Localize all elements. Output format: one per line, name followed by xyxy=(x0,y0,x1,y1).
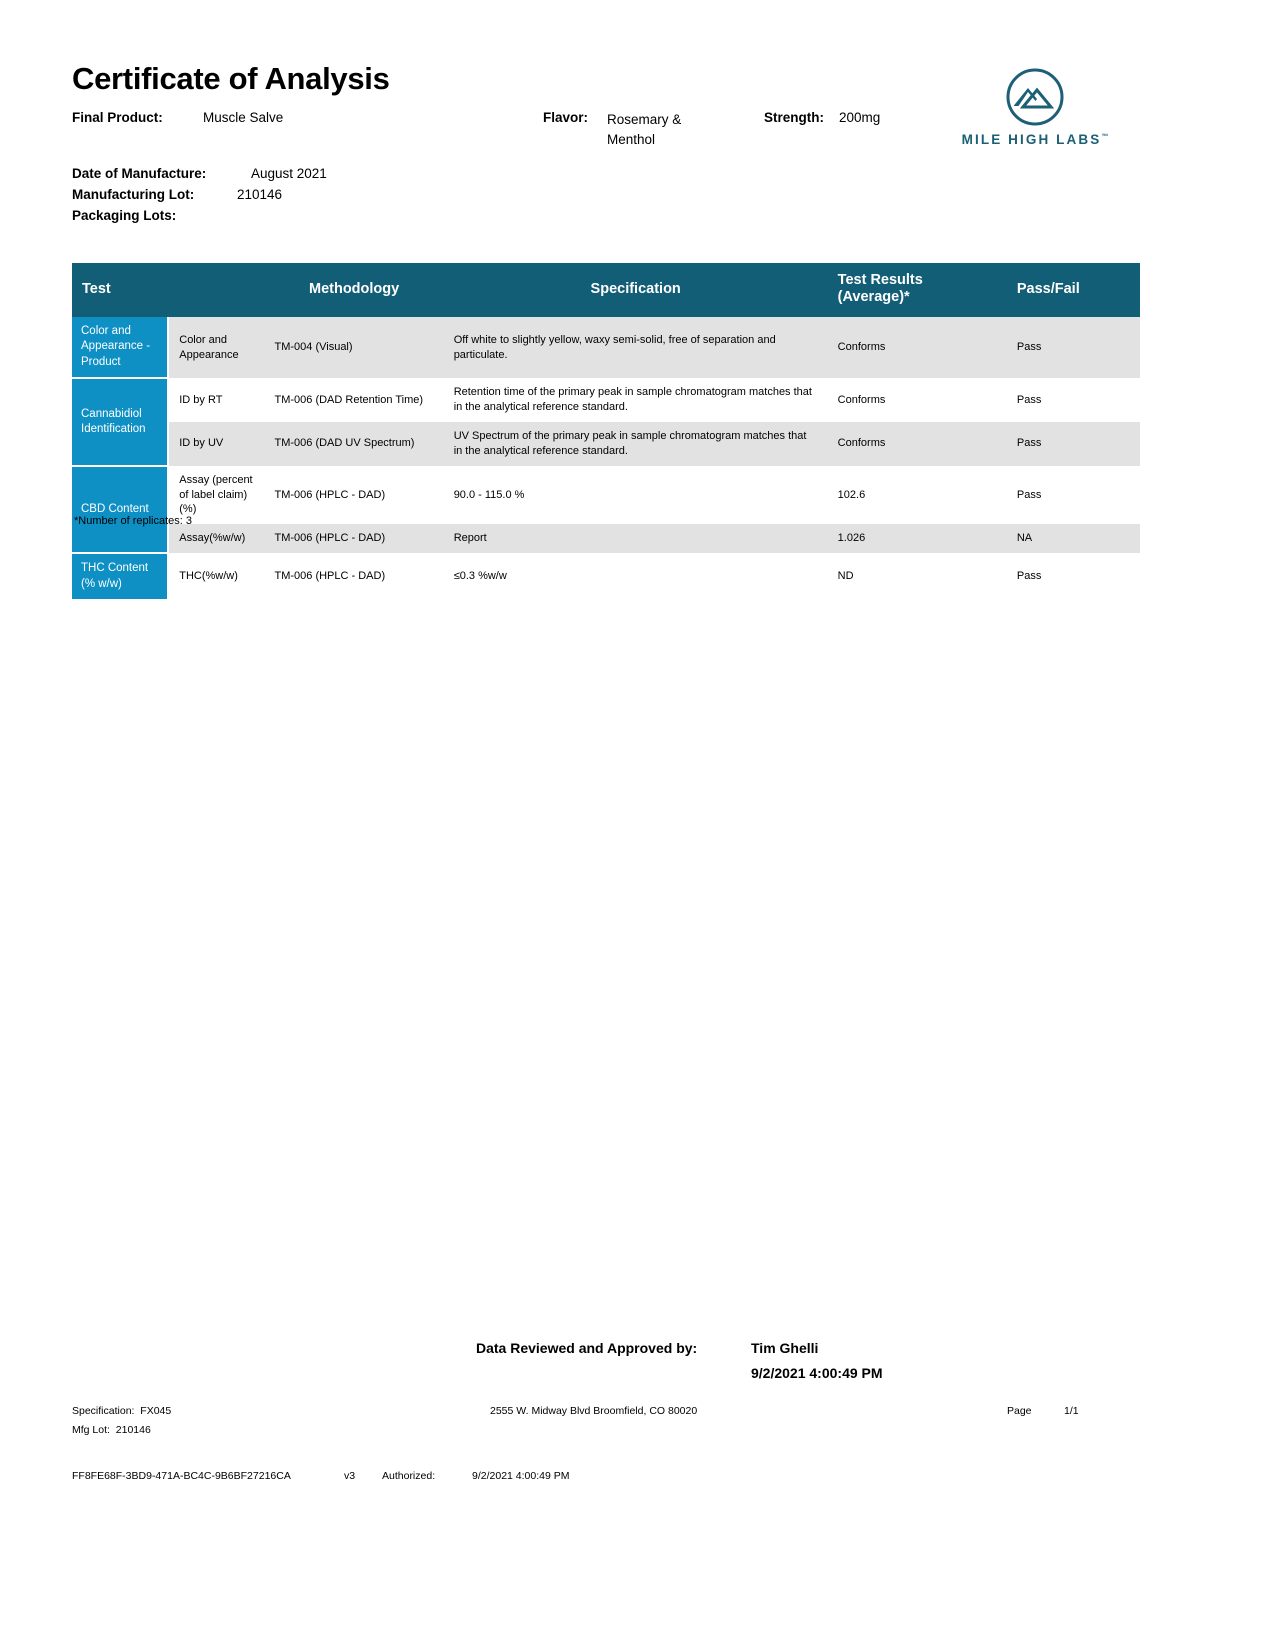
manufacturing-lot-label: Manufacturing Lot: xyxy=(72,187,195,202)
cell-methodology: TM-006 (HPLC - DAD) xyxy=(264,524,444,554)
final-product-label: Final Product: xyxy=(72,110,163,126)
cell-methodology: TM-006 (HPLC - DAD) xyxy=(264,553,444,600)
final-product-value: Muscle Salve xyxy=(203,110,284,126)
cell-specification: UV Spectrum of the primary peak in sampl… xyxy=(443,422,828,466)
cell-test: ID by UV xyxy=(168,422,265,466)
cell-test: THC(%w/w) xyxy=(168,553,265,600)
table-row: CBD Content Assay (percent of label clai… xyxy=(72,465,1140,555)
table-footnote: *Number of replicates: 3 xyxy=(74,515,192,527)
table-row: THC Content (% w/w) THC(%w/w) TM-006 (HP… xyxy=(72,553,1140,600)
table-row: ID by UV TM-006 (DAD UV Spectrum) UV Spe… xyxy=(72,422,1140,466)
cell-specification: 90.0 - 115.0 % xyxy=(443,465,828,525)
footer-address: 2555 W. Midway Blvd Broomfield, CO 80020 xyxy=(490,1405,698,1417)
trademark-symbol: ™ xyxy=(1101,133,1109,141)
footer-specification: Specification: FX045 xyxy=(72,1405,171,1417)
cell-methodology: TM-004 (Visual) xyxy=(264,316,444,379)
footer-mfg-lot-label: Mfg Lot: xyxy=(72,1424,110,1436)
table-header-row: Test Methodology Specification Test Resu… xyxy=(72,263,1140,317)
date-of-manufacture-line: Date of Manufacture: August 2021 xyxy=(72,166,327,187)
cell-result: ND xyxy=(827,553,1007,600)
cell-test: Color and Appearance xyxy=(168,316,265,379)
column-header-passfail: Pass/Fail xyxy=(1006,263,1140,317)
table-row: Color and Appearance - Product Color and… xyxy=(72,316,1140,380)
cell-result: Conforms xyxy=(827,422,1007,466)
table-body: Color and Appearance - Product Color and… xyxy=(72,316,1140,600)
cell-passfail: Pass xyxy=(1006,553,1140,600)
manufacture-meta-block: Date of Manufacture: August 2021 Manufac… xyxy=(72,166,327,229)
flavor-value: Rosemary & Menthol xyxy=(607,112,682,147)
cell-result: Conforms xyxy=(827,316,1007,379)
cell-methodology: TM-006 (DAD UV Spectrum) xyxy=(264,422,444,466)
strength-value: 200mg xyxy=(839,110,881,126)
footer-mfg-lot-value: 210146 xyxy=(115,1424,151,1436)
results-header-line2: (Average)* xyxy=(837,289,910,306)
document-header: Certificate of Analysis Final Product: M… xyxy=(72,61,1140,156)
cell-test: ID by RT xyxy=(168,378,265,423)
group-label-cbd-content: CBD Content xyxy=(72,465,170,555)
footer-page-number: 1/1 xyxy=(1064,1405,1079,1417)
group-label-thc-content: THC Content (% w/w) xyxy=(72,553,170,600)
mountain-circle-icon xyxy=(1006,68,1064,126)
cell-specification: Report xyxy=(443,524,828,554)
cell-test: Assay(%w/w) xyxy=(168,524,265,554)
cell-result: 102.6 xyxy=(827,465,1007,525)
footer-row-primary: Specification: FX045 2555 W. Midway Blvd… xyxy=(72,1405,1140,1424)
page-footer: Specification: FX045 2555 W. Midway Blvd… xyxy=(72,1405,1140,1443)
manufacturing-lot-line: Manufacturing Lot: 210146 xyxy=(72,187,282,208)
header-meta-row: Final Product: Muscle Salve Flavor: Rose… xyxy=(72,110,1140,156)
packaging-lots-label: Packaging Lots: xyxy=(72,208,177,223)
column-header-test: Test xyxy=(72,263,265,317)
cell-methodology: TM-006 (HPLC - DAD) xyxy=(264,465,444,525)
cell-specification: ≤0.3 %w/w xyxy=(443,553,828,600)
date-of-manufacture-label: Date of Manufacture: xyxy=(72,166,207,181)
logo-wordmark-text: MILE HIGH LABS xyxy=(961,132,1102,147)
logo-wordmark: MILE HIGH LABS™ xyxy=(940,132,1130,147)
authorized-datetime: 9/2/2021 4:00:49 PM xyxy=(472,1470,570,1482)
authorized-label: Authorized: xyxy=(382,1470,436,1482)
cell-test: Assay (percent of label claim)(%) xyxy=(168,465,265,525)
cell-passfail: Pass xyxy=(1006,378,1140,423)
cell-passfail: Pass xyxy=(1006,465,1140,525)
approval-datetime: 9/2/2021 4:00:49 PM xyxy=(751,1365,883,1381)
cell-passfail: Pass xyxy=(1006,316,1140,379)
cell-specification: Off white to slightly yellow, waxy semi-… xyxy=(443,316,828,379)
packaging-lots-line: Packaging Lots: xyxy=(72,208,206,229)
footer-mfg-lot: Mfg Lot: 210146 xyxy=(72,1424,151,1436)
group-label-color-appearance: Color and Appearance - Product xyxy=(72,316,170,380)
footer-specification-value: FX045 xyxy=(140,1405,172,1417)
strength-label: Strength: xyxy=(764,110,824,126)
results-header-line1: Test Results xyxy=(837,272,923,288)
column-header-test-results: Test Results (Average)* xyxy=(827,263,1007,317)
table-row: Cannabidiol Identification ID by RT TM-0… xyxy=(72,378,1140,467)
company-logo: MILE HIGH LABS™ xyxy=(940,66,1130,147)
table-row: Assay(%w/w) TM-006 (HPLC - DAD) Report 1… xyxy=(72,524,1140,554)
flavor-label: Flavor: xyxy=(543,110,589,126)
footer-specification-label: Specification: xyxy=(72,1405,135,1417)
approver-name: Tim Ghelli xyxy=(751,1340,819,1356)
date-of-manufacture-value: August 2021 xyxy=(251,166,327,181)
document-version: v3 xyxy=(344,1470,356,1482)
page-title: Certificate of Analysis xyxy=(72,61,390,96)
cell-result: Conforms xyxy=(827,378,1007,423)
cell-result: 1.026 xyxy=(827,524,1007,554)
cell-methodology: TM-006 (DAD Retention Time) xyxy=(264,378,444,423)
approval-label: Data Reviewed and Approved by: xyxy=(476,1340,698,1356)
analysis-results-table: Test Methodology Specification Test Resu… xyxy=(72,263,1140,600)
manufacturing-lot-value: 210146 xyxy=(237,187,283,202)
footer-row-mfg: Mfg Lot: 210146 xyxy=(72,1424,1140,1443)
cell-specification: Retention time of the primary peak in sa… xyxy=(443,378,828,423)
column-header-methodology: Methodology xyxy=(264,263,444,317)
cell-passfail: NA xyxy=(1006,524,1140,554)
cell-passfail: Pass xyxy=(1006,422,1140,466)
footer-page-label: Page xyxy=(1007,1405,1032,1417)
group-label-cannabidiol-identification: Cannabidiol Identification xyxy=(72,378,170,467)
document-hash: FF8FE68F-3BD9-471A-BC4C-9B6BF27216CA xyxy=(72,1470,291,1482)
table-header: Test Methodology Specification Test Resu… xyxy=(72,263,1140,317)
column-header-specification: Specification xyxy=(443,263,828,317)
